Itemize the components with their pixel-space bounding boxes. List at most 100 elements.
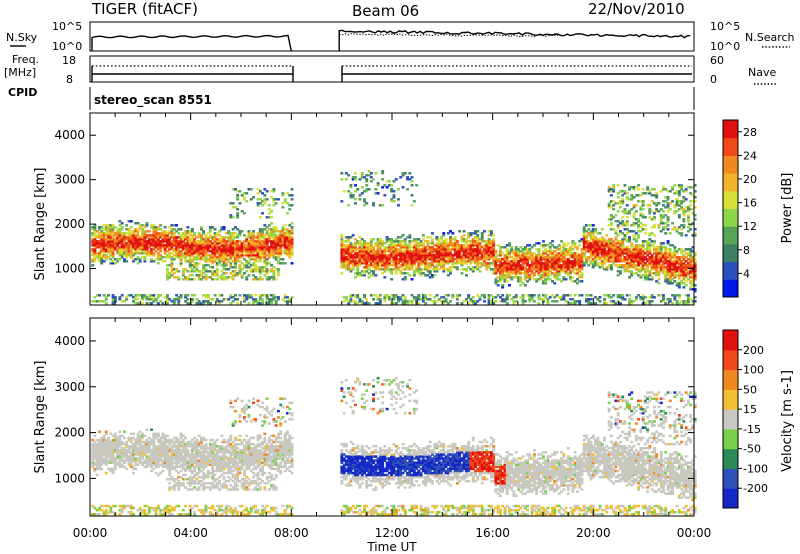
data-cell [360, 244, 364, 247]
data-cell [381, 178, 385, 181]
data-cell [222, 240, 226, 243]
data-cell [489, 294, 493, 297]
data-cell [104, 244, 108, 247]
data-cell [204, 300, 208, 303]
data-cell [272, 278, 276, 281]
data-cell [177, 236, 181, 239]
data-cell [150, 238, 153, 241]
data-cell [453, 250, 457, 253]
data-cell [263, 242, 267, 245]
data-cell [143, 238, 147, 241]
data-cell [213, 238, 217, 241]
data-cell [258, 254, 262, 257]
data-cell [132, 238, 135, 241]
data-cell [227, 276, 231, 279]
data-cell [444, 250, 448, 253]
data-cell [598, 262, 602, 265]
data-cell [378, 258, 382, 261]
data-cell [435, 244, 439, 247]
data-cell [376, 254, 380, 257]
data-cell [474, 260, 477, 263]
data-cell [267, 278, 271, 281]
data-cell [170, 224, 174, 227]
data-cell [111, 248, 115, 251]
data-cell [666, 256, 670, 259]
data-cell [410, 294, 414, 297]
data-cell [585, 240, 588, 243]
data-cell [186, 246, 190, 249]
data-cell [263, 198, 267, 201]
data-cell [659, 266, 663, 269]
date-title: 22/Nov/2010 [588, 0, 685, 18]
data-cell [677, 258, 681, 261]
data-cell [625, 254, 629, 257]
data-cell [573, 280, 577, 283]
data-cell [519, 270, 523, 273]
data-cell [166, 300, 169, 303]
data-cell [408, 242, 412, 245]
data-cell [279, 254, 283, 257]
data-cell [535, 262, 539, 265]
data-cell [369, 238, 373, 241]
data-cell [378, 252, 382, 255]
data-cell [431, 256, 434, 259]
data-cell [499, 296, 502, 299]
data-cell [347, 248, 351, 251]
data-cell [657, 262, 661, 265]
data-cell [582, 226, 586, 229]
data-cell [664, 276, 668, 279]
data-cell [240, 254, 244, 257]
data-cell [442, 296, 446, 299]
data-cell [619, 258, 622, 261]
data-cell [369, 256, 373, 259]
data-cell [258, 232, 262, 235]
data-cell [261, 302, 264, 305]
data-cell [102, 294, 106, 297]
data-cell [485, 252, 489, 255]
data-cell [104, 302, 108, 305]
data-cell [517, 252, 520, 255]
data-cell [671, 186, 674, 189]
data-cell [349, 186, 353, 189]
data-cell [231, 260, 235, 263]
data-cell [168, 264, 172, 267]
data-cell [659, 222, 663, 225]
data-cell [449, 252, 452, 255]
data-cell [421, 268, 425, 271]
data-cell [279, 230, 283, 233]
data-cell [360, 300, 364, 303]
data-cell [668, 250, 672, 253]
data-cell [555, 266, 559, 269]
data-cell [419, 274, 423, 277]
data-cell [141, 238, 144, 241]
data-cell [655, 196, 659, 199]
data-cell [170, 268, 174, 271]
data-cell [455, 296, 459, 299]
data-cell [351, 178, 355, 181]
data-cell [682, 214, 686, 217]
data-cell [344, 244, 348, 247]
data-cell [621, 224, 625, 227]
data-cell [582, 252, 586, 255]
data-cell [252, 262, 255, 265]
data-cell [589, 260, 593, 263]
data-cell [494, 250, 498, 253]
data-cell [666, 254, 670, 257]
data-cell [489, 262, 493, 265]
data-cell [512, 268, 516, 271]
data-cell [542, 254, 545, 257]
data-cell [603, 268, 606, 271]
data-cell [555, 248, 559, 251]
data-cell [494, 264, 498, 267]
data-cell [344, 268, 348, 271]
data-cell [521, 282, 525, 285]
data-cell [517, 254, 520, 257]
data-cell [505, 302, 509, 305]
data-cell [444, 240, 448, 243]
data-cell [403, 238, 407, 241]
data-cell [193, 248, 197, 251]
data-cell [236, 198, 240, 201]
data-cell [365, 184, 369, 187]
data-cell [693, 196, 697, 199]
data-cell [93, 226, 97, 229]
